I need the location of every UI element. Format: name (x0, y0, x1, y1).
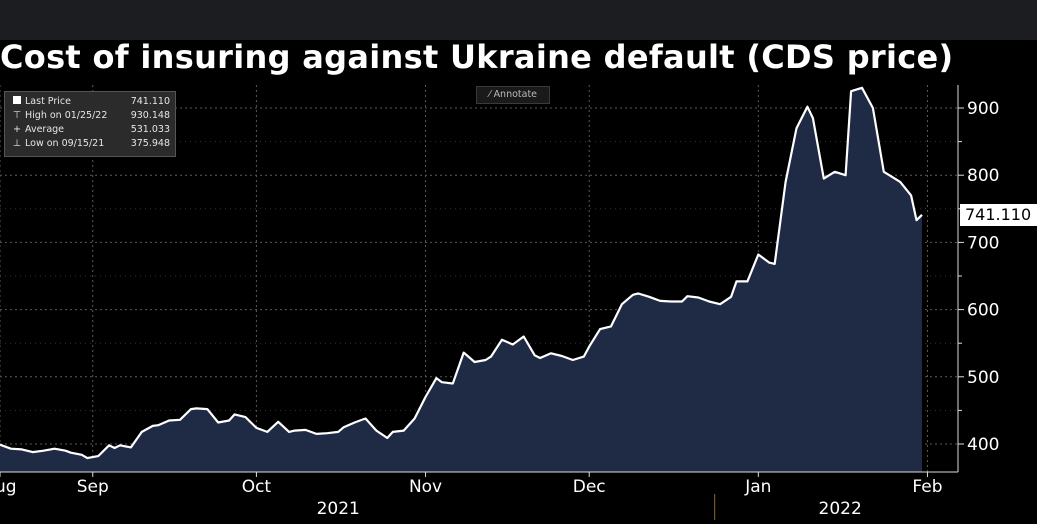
low-marker-icon: ⊥ (12, 138, 22, 149)
year-label: 2022 (819, 499, 862, 519)
pencil-icon: ⁄ (488, 89, 494, 100)
legend-last-price: Last Price 741.110 (11, 95, 170, 109)
square-marker-icon (13, 96, 21, 104)
series-area (0, 87, 922, 473)
legend-high: ⊤ High on 01/25/22 930.148 (11, 109, 170, 123)
legend-last-label: Last Price (25, 96, 71, 107)
legend-average-label: Average (25, 124, 65, 135)
y-tick-label: 900 (967, 99, 999, 119)
x-tick-label: Dec (573, 477, 606, 497)
average-marker-icon: + (13, 124, 21, 135)
x-tick-label: Sep (77, 477, 109, 497)
legend-low-label: Low on 09/15/21 (25, 138, 105, 149)
y-tick-label: 600 (967, 301, 999, 321)
x-tick-label: Oct (242, 477, 272, 497)
annotate-label: Annotate (493, 89, 538, 100)
legend-low-value: 375.948 (130, 138, 170, 149)
y-tick-label: 500 (967, 368, 999, 388)
high-marker-icon: ⊤ (12, 110, 22, 121)
legend-high-label: High on 01/25/22 (25, 110, 108, 121)
y-ticks: 400 500 600 700 800 900 (958, 99, 999, 455)
year-label: 2021 (317, 499, 360, 519)
legend-low: ⊥ Low on 09/15/21 375.948 (11, 137, 170, 151)
y-tick-label: 800 (967, 166, 999, 186)
x-tick-label: Jan (744, 477, 771, 497)
legend-box: Last Price 741.110 ⊤ High on 01/25/22 930… (4, 91, 176, 157)
x-ticks: Aug Sep Oct Nov Dec Jan Feb 2021 2022 (0, 472, 943, 520)
last-price-badge: 741.110 (960, 203, 1037, 226)
legend-high-value: 930.148 (130, 110, 170, 121)
series-line (0, 86, 923, 460)
annotate-button[interactable]: ⁄ Annotate (476, 86, 550, 104)
chart-title: Cost of insuring against Ukraine default… (0, 38, 954, 76)
x-tick-label: Aug (0, 477, 17, 497)
y-tick-label: 400 (967, 435, 999, 455)
legend-last-value: 741.110 (130, 96, 170, 107)
x-tick-label: Nov (409, 477, 442, 497)
legend-average: + Average 531.033 (11, 123, 170, 137)
x-tick-label: Feb (912, 477, 942, 497)
top-bar (0, 0, 1037, 40)
y-tick-label: 700 (967, 233, 999, 253)
legend-average-value: 531.033 (130, 124, 170, 135)
